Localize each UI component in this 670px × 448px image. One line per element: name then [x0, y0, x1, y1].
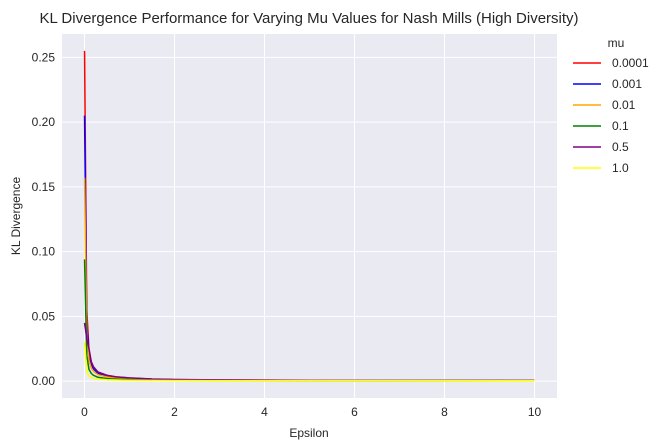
grid-lines [62, 34, 557, 398]
tick-labels: 0 2 4 6 8 10 0.00 0.05 0.10 0.15 0.20 0.25 [32, 50, 542, 419]
legend: mu 0.0001 0.001 0.01 0.1 0.5 1.0 [573, 36, 649, 175]
legend-label: 1.0 [612, 161, 629, 175]
y-tick-label: 0.20 [32, 115, 56, 129]
legend-label: 0.5 [612, 140, 629, 154]
y-tick-label: 0.00 [32, 374, 56, 388]
chart-title: KL Divergence Performance for Varying Mu… [39, 10, 578, 27]
legend-label: 0.01 [612, 98, 636, 112]
legend-label: 0.0001 [612, 56, 649, 70]
series-line-0-5 [83, 322, 535, 382]
legend-label: 0.1 [612, 119, 629, 133]
x-tick-label: 0 [81, 405, 88, 419]
y-axis-label: KL Divergence [9, 177, 23, 256]
series-line-1-0 [83, 342, 535, 382]
x-tick-label: 10 [528, 405, 542, 419]
x-tick-label: 2 [171, 405, 178, 419]
x-tick-label: 4 [261, 405, 268, 419]
y-tick-label: 0.10 [32, 245, 56, 259]
series-lines [83, 50, 535, 382]
y-tick-label: 0.15 [32, 180, 56, 194]
x-tick-label: 6 [351, 405, 358, 419]
legend-title: mu [608, 36, 625, 50]
x-tick-label: 8 [441, 405, 448, 419]
y-tick-label: 0.25 [32, 50, 56, 64]
plot-area [62, 34, 557, 398]
legend-label: 0.001 [612, 77, 642, 91]
y-tick-label: 0.05 [32, 309, 56, 323]
x-axis-label: Epsilon [289, 426, 328, 440]
